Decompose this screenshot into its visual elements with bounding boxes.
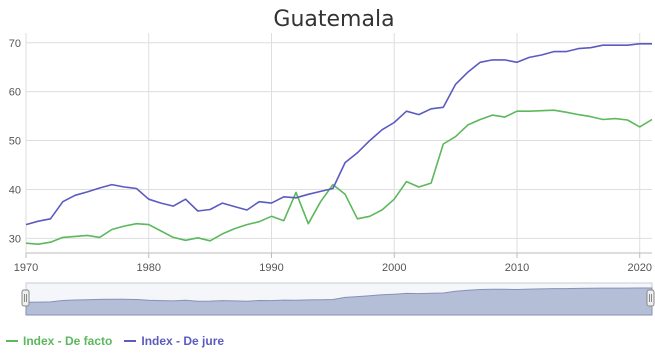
x-axis: 1970 1980 1990 2000 2010 2020 xyxy=(14,253,652,274)
series-line-1[interactable] xyxy=(25,43,652,226)
series-line-0[interactable] xyxy=(25,109,653,245)
y-tick-label-50: 50 xyxy=(9,136,21,148)
x-tick-label-1980: 1980 xyxy=(137,262,161,274)
legend-label-de-facto: Index - De facto xyxy=(23,334,113,348)
range-navigator[interactable] xyxy=(21,282,655,316)
x-tick-label-2000: 2000 xyxy=(382,262,406,274)
x-tick-label-2020: 2020 xyxy=(627,262,651,274)
y-tick-label-60: 60 xyxy=(9,87,21,99)
x-tick-label-1970: 1970 xyxy=(14,262,38,274)
legend-swatch-de-facto xyxy=(6,340,18,342)
chart-title: Guatemala xyxy=(273,7,394,32)
y-axis: 30 40 50 60 70 xyxy=(9,38,21,246)
y-tick-label-40: 40 xyxy=(9,184,21,196)
x-tick-label-1990: 1990 xyxy=(259,262,283,274)
legend-swatch-de-jure xyxy=(124,340,137,342)
navigator-area xyxy=(25,287,653,316)
legend: Index - De facto Index - De jure xyxy=(6,334,224,348)
chart-grid xyxy=(25,33,652,254)
y-tick-label-70: 70 xyxy=(9,38,21,50)
legend-item-de-jure[interactable]: Index - De jure xyxy=(124,334,224,348)
navigator-handle-left[interactable] xyxy=(21,289,30,307)
legend-item-de-facto[interactable]: Index - De facto xyxy=(6,334,112,348)
plot-area xyxy=(25,43,653,245)
x-tick-label-2010: 2010 xyxy=(505,262,529,274)
navigator-handle-right[interactable] xyxy=(646,289,655,307)
legend-label-de-jure: Index - De jure xyxy=(141,334,225,348)
y-tick-label-30: 30 xyxy=(9,233,21,245)
